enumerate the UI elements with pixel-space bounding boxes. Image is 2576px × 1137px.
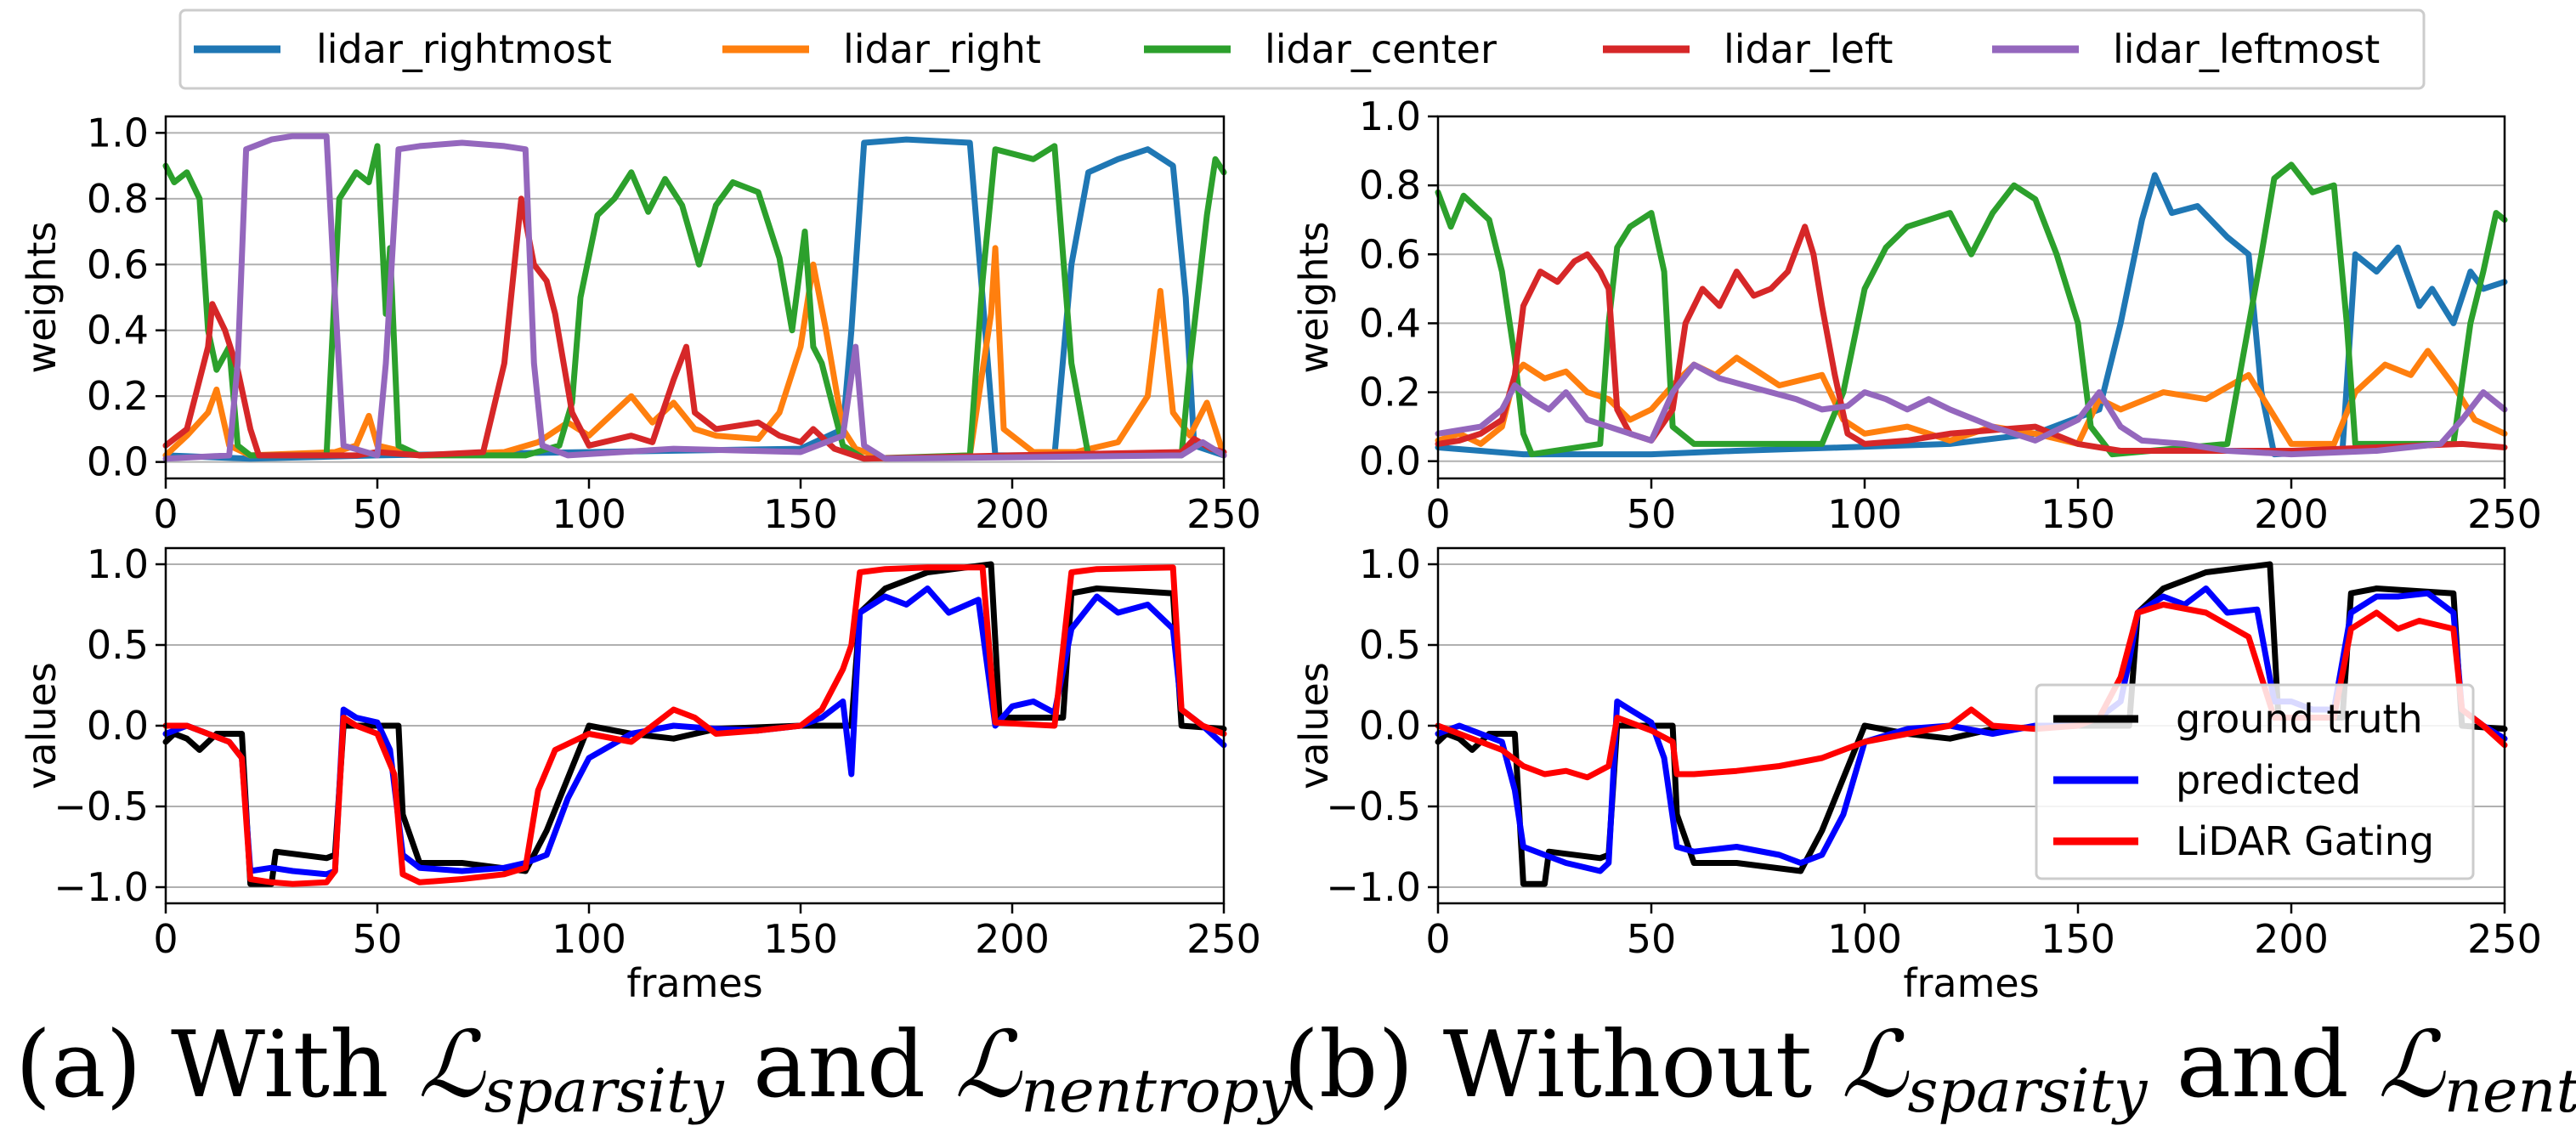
- caption-a-loss-symbol-1: ℒ: [418, 1012, 486, 1118]
- y-tick-label: 0.5: [1359, 622, 1421, 668]
- legend-label-lidar-leftmost: lidar_leftmost: [2113, 26, 2380, 72]
- caption-a-subscript-2: nentropy: [1021, 1056, 1294, 1126]
- series-line-lidar-gating: [1435, 602, 2508, 781]
- x-tick-label: 100: [552, 916, 626, 962]
- y-tick-label: 0.4: [87, 308, 149, 354]
- x-tick-label: 0: [1425, 491, 1450, 537]
- y-tick-label: −0.5: [1326, 783, 1421, 829]
- x-tick-label: 150: [2041, 916, 2115, 962]
- x-tick-label: 200: [2254, 916, 2329, 962]
- x-tick-label: 250: [1186, 916, 1261, 962]
- y-tick-label: 0.6: [1359, 231, 1421, 277]
- x-tick-label: 50: [1627, 491, 1677, 537]
- series-line-lidar-leftmost: [1435, 361, 2508, 458]
- caption-a-mid: and: [724, 1012, 955, 1118]
- caption-a: (a) With ℒsparsity and ℒnentropy: [15, 1012, 1294, 1126]
- x-tick-label: 200: [975, 491, 1050, 537]
- x-tick-label: 0: [153, 491, 178, 537]
- x-tick-label: 250: [1186, 491, 1261, 537]
- caption-b-loss-symbol-1: ℒ: [1842, 1012, 1910, 1118]
- x-tick-label: 0: [153, 916, 178, 962]
- x-tick-label: 100: [1827, 491, 1902, 537]
- legend-top: lidar_rightmost lidar_right lidar_center…: [178, 8, 2426, 90]
- y-tick-label: 1.0: [1359, 541, 1421, 587]
- x-tick-label: 50: [353, 916, 403, 962]
- y-tick-label: −0.5: [54, 783, 149, 829]
- series-line-lidar-rightmost: [1435, 172, 2508, 458]
- caption-b-subscript-1: sparsity: [1907, 1056, 2148, 1126]
- y-tick-label: 0.0: [87, 703, 149, 749]
- legend-label-predicted: predicted: [2176, 757, 2361, 803]
- series-line-lidar-leftmost: [162, 133, 1227, 462]
- caption-b-mid: and: [2147, 1012, 2378, 1118]
- caption-b-prefix: (b) Without: [1283, 1012, 1842, 1118]
- y-tick-label: 0.2: [87, 373, 149, 419]
- legend-values-frame: [2035, 683, 2475, 880]
- y-tick-label: 1.0: [87, 110, 149, 156]
- series-line-lidar-right: [1435, 348, 2508, 447]
- x-tick-label: 150: [2041, 491, 2115, 537]
- legend-label-lidar-right: lidar_right: [843, 26, 1041, 72]
- y-tick-label: 1.0: [87, 541, 149, 587]
- x-tick-label: 150: [763, 916, 838, 962]
- y-tick-label: −1.0: [1326, 864, 1421, 910]
- x-tick-label: 0: [1425, 916, 1450, 962]
- legend-label-lidar-rightmost: lidar_rightmost: [316, 26, 612, 72]
- y-tick-label: 0.5: [87, 622, 149, 668]
- y-tick-label: 0.6: [87, 241, 149, 287]
- legend-label-lidar-center: lidar_center: [1265, 26, 1497, 72]
- x-tick-label: 100: [552, 491, 626, 537]
- chart-weights-a: 0.0 0.2 0.4 0.6 0.8 1.0 0 50 100 150 200 250 weights: [19, 110, 1261, 537]
- y-tick-label: 1.0: [1359, 93, 1421, 139]
- caption-a-subscript-1: sparsity: [484, 1056, 725, 1126]
- x-axis-label: frames: [626, 960, 762, 1006]
- x-tick-label: 50: [353, 491, 403, 537]
- series-line-lidar-gating: [162, 564, 1227, 887]
- caption-b: (b) Without ℒsparsity and ℒnentropy: [1283, 1012, 2576, 1126]
- y-tick-label: 0.8: [87, 176, 149, 222]
- y-axis-label: values: [1291, 662, 1337, 789]
- y-axis-label: values: [19, 662, 65, 789]
- x-tick-label: 50: [1627, 916, 1677, 962]
- chart-weights-b: 0.0 0.2 0.4 0.6 0.8 1.0 0 50 100 150 200 250 weights: [1291, 93, 2542, 537]
- legend-label-ground-truth: ground truth: [2176, 696, 2423, 742]
- legend-label-lidar-left: lidar_left: [1724, 26, 1893, 72]
- x-tick-label: 250: [2467, 491, 2542, 537]
- x-tick-label: 200: [975, 916, 1050, 962]
- caption-a-prefix: (a) With: [15, 1012, 418, 1118]
- series-line-lidar-left: [1435, 223, 2508, 454]
- x-tick-label: 150: [763, 491, 838, 537]
- y-tick-label: 0.2: [1359, 370, 1421, 416]
- y-tick-label: 0.4: [1359, 300, 1421, 346]
- legend-values: ground truth predicted LiDAR Gating: [2035, 683, 2475, 880]
- y-tick-label: 0.0: [1359, 703, 1421, 749]
- plot-frame: [164, 115, 1226, 480]
- x-tick-label: 250: [2467, 916, 2542, 962]
- caption-a-loss-symbol-2: ℒ: [954, 1012, 1022, 1118]
- legend-label-lidar-gating: LiDAR Gating: [2176, 818, 2434, 864]
- series-line-lidar-center: [1435, 161, 2508, 458]
- y-tick-label: 0.0: [87, 439, 149, 485]
- chart-values-a: −1.0 −0.5 0.0 0.5 1.0 0 50 100 150 200 250 values fr…: [19, 541, 1261, 1006]
- x-tick-label: 200: [2254, 491, 2329, 537]
- y-axis-label: weights: [1291, 221, 1337, 373]
- y-tick-label: 0.8: [1359, 162, 1421, 208]
- series-line-lidar-left: [162, 195, 1227, 462]
- y-tick-label: 0.0: [1359, 438, 1421, 484]
- x-axis-label: frames: [1903, 960, 2039, 1006]
- plot-frame: [1436, 115, 2506, 480]
- caption-b-subscript-2: nentropy: [2444, 1056, 2576, 1126]
- caption-b-loss-symbol-2: ℒ: [2378, 1012, 2446, 1118]
- x-tick-label: 100: [1827, 916, 1902, 962]
- legend-frame: [178, 8, 2426, 90]
- y-tick-label: −1.0: [54, 864, 149, 910]
- y-axis-label: weights: [19, 221, 65, 373]
